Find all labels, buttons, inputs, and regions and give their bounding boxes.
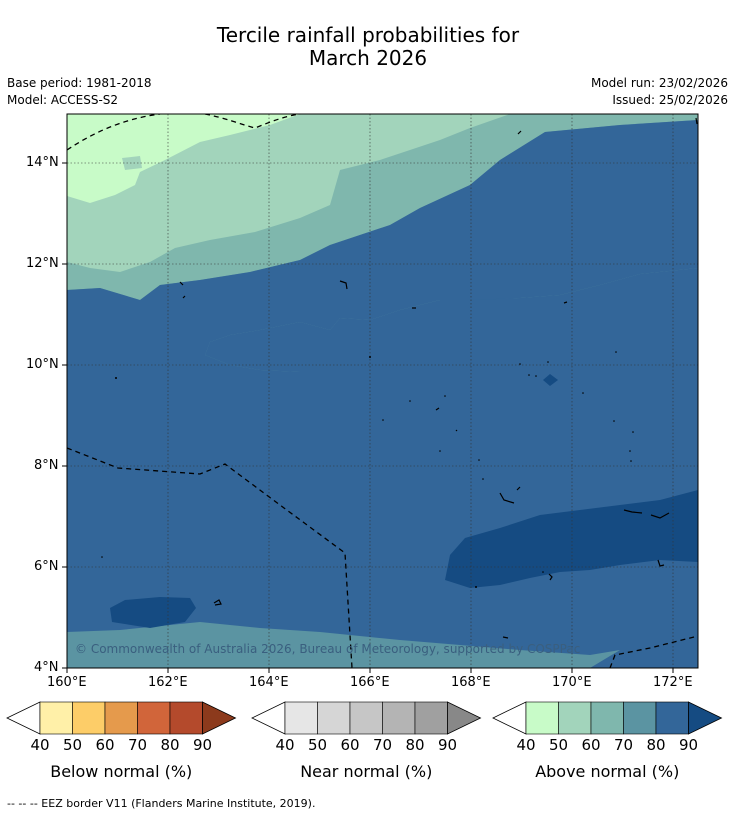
lon-label: 166°E — [350, 675, 390, 690]
colorbar-tick-label: 50 — [62, 736, 83, 754]
colorbar-tick-label: 40 — [30, 736, 50, 754]
lon-label: 162°E — [148, 675, 188, 690]
colorbar-swatch — [590, 701, 624, 735]
colorbar-tick-label: 40 — [516, 736, 536, 754]
colorbar-title: Below normal (%) — [50, 762, 193, 781]
colorbar-swatch — [284, 701, 318, 735]
lon-label: 168°E — [451, 675, 491, 690]
colorbar-swatch — [72, 701, 106, 735]
island — [657, 559, 665, 567]
eez-border-central — [67, 447, 353, 668]
colorbar-title: Above normal (%) — [535, 762, 680, 781]
eez-border-north — [67, 114, 301, 151]
lat-label: 10°N — [26, 357, 59, 372]
colorbar-tick-label: 70 — [372, 736, 393, 754]
island — [517, 130, 522, 135]
colorbar-swatch — [137, 701, 171, 735]
colorbar-swatch — [558, 701, 592, 735]
band-70-80-south-strip — [67, 622, 620, 668]
colorbar-tick-label: 50 — [307, 736, 328, 754]
colorbar-tick-label: 80 — [646, 736, 666, 754]
colorbar-swatch — [382, 701, 416, 735]
lon-label: 164°E — [249, 675, 289, 690]
chart-title-line1: Tercile rainfall probabilities for — [216, 23, 520, 47]
band-90-plus-dot — [543, 374, 558, 386]
model-run-label: Model run: 23/02/2026 — [590, 76, 728, 90]
lon-label: 170°E — [552, 675, 592, 690]
colorbar-swatch — [169, 701, 203, 735]
island — [623, 509, 670, 519]
island — [502, 636, 509, 639]
lon-label: 172°E — [653, 675, 693, 690]
island — [563, 301, 568, 304]
band-90-plus-east — [445, 490, 698, 588]
lat-label: 12°N — [26, 256, 59, 271]
colorbar-tick-label: 60 — [340, 736, 360, 754]
band-40-50-notch — [122, 156, 142, 170]
copyright-text: © Commonwealth of Australia 2026, Bureau… — [75, 642, 580, 656]
island — [339, 280, 348, 290]
colorbar-tick-label: 80 — [405, 736, 425, 754]
lat-label: 8°N — [34, 458, 59, 473]
lat-label: 14°N — [26, 155, 59, 170]
colorbar-title: Near normal (%) — [300, 762, 433, 781]
colorbar-tick-label: 60 — [581, 736, 601, 754]
colorbar-swatch — [414, 701, 448, 735]
colorbar-low-extend — [492, 701, 527, 735]
issued-label: Issued: 25/02/2026 — [612, 93, 728, 107]
colorbar-swatch — [317, 701, 351, 735]
colorbar-tick-label: 60 — [95, 736, 115, 754]
eez-border-southeast — [609, 635, 698, 668]
colorbar-high-extend — [447, 701, 482, 735]
island — [435, 407, 458, 432]
colorbars — [6, 701, 723, 735]
lat-label: 4°N — [34, 660, 59, 675]
band-80-90 — [67, 120, 698, 372]
colorbar-swatch — [623, 701, 657, 735]
colorbar-high-extend — [688, 701, 723, 735]
colorbar-low-extend — [6, 701, 41, 735]
colorbar-tick-label: 40 — [275, 736, 295, 754]
colorbar-tick-label: 90 — [437, 736, 458, 754]
lon-label: 160°E — [47, 675, 87, 690]
colorbar-tick-label: 90 — [192, 736, 213, 754]
island — [548, 573, 553, 581]
band-40-50 — [67, 114, 300, 203]
island — [213, 599, 222, 606]
colorbar-high-extend — [202, 701, 237, 735]
eez-footnote: -- -- -- EEZ border V11 (Flanders Marine… — [7, 797, 316, 810]
band-50-60 — [67, 114, 510, 272]
colorbar-low-extend — [251, 701, 286, 735]
base-period-label: Base period: 1981-2018 — [7, 76, 152, 90]
colorbar-swatch — [39, 701, 73, 735]
colorbar-tick-label: 80 — [160, 736, 180, 754]
lat-label: 6°N — [34, 559, 59, 574]
colorbar-swatch — [104, 701, 138, 735]
colorbar-tick-label: 50 — [548, 736, 569, 754]
colorbar-swatch — [349, 701, 383, 735]
colorbar-tick-label: 70 — [613, 736, 634, 754]
island — [695, 117, 698, 125]
colorbar-tick-label: 90 — [678, 736, 699, 754]
colorbar-swatch — [525, 701, 559, 735]
island — [179, 281, 186, 299]
island — [499, 486, 521, 504]
chart-title-line2: March 2026 — [308, 46, 428, 70]
model-label: Model: ACCESS-S2 — [7, 93, 119, 107]
band-90-plus-west — [110, 597, 196, 628]
colorbar-swatch — [655, 701, 689, 735]
colorbar-tick-label: 70 — [127, 736, 148, 754]
